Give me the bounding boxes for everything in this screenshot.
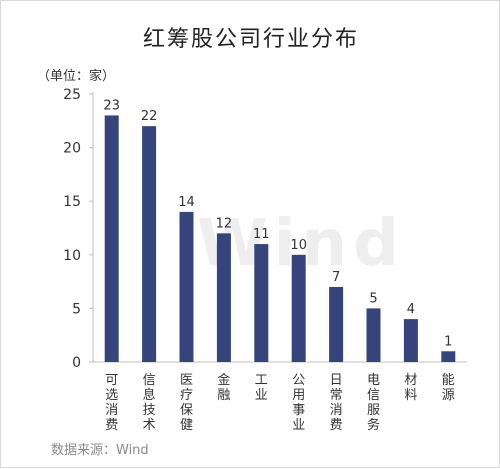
y-tick-label: 20 — [63, 141, 81, 157]
bar-value-label: 1 — [444, 334, 452, 349]
category-label: 医疗保健 — [180, 373, 193, 433]
bar-value-label: 5 — [369, 291, 377, 306]
y-tick-label: 25 — [63, 87, 81, 103]
bar-value-label: 12 — [216, 216, 233, 231]
category-label: 公用事业 — [292, 373, 305, 433]
bar — [216, 233, 231, 362]
source-note: 数据来源：Wind — [51, 443, 149, 458]
bar-value-label: 4 — [407, 302, 415, 317]
unit-label: （单位：家） — [37, 69, 116, 84]
y-tick-label: 10 — [63, 248, 81, 264]
category-label: 能源 — [442, 373, 455, 403]
bar — [329, 286, 344, 362]
category-label: 可选消费 — [105, 373, 118, 433]
bar — [366, 308, 381, 362]
category-label: 日常消费 — [330, 373, 343, 433]
category-label: 工业 — [255, 373, 268, 403]
category-label: 金融 — [217, 372, 230, 403]
bar-value-label: 22 — [141, 109, 158, 124]
bar — [179, 211, 194, 362]
bar-value-label: 11 — [253, 227, 270, 242]
y-tick-label: 5 — [72, 301, 81, 317]
bar — [142, 126, 157, 362]
bar-value-label: 7 — [332, 270, 340, 285]
bar — [403, 319, 418, 362]
y-tick-label: 0 — [72, 355, 81, 371]
bar — [104, 115, 119, 362]
bar — [254, 244, 269, 362]
y-tick-label: 15 — [63, 194, 81, 210]
category-label: 电信服务 — [367, 373, 380, 433]
bar-value-label: 10 — [290, 238, 307, 253]
bar-value-label: 23 — [103, 98, 120, 113]
bar-value-label: 14 — [178, 195, 195, 210]
category-label: 材料 — [404, 373, 417, 403]
chart-title: 红筹股公司行业分布 — [142, 27, 359, 52]
category-label: 信息技术 — [143, 373, 156, 433]
bar — [291, 254, 306, 362]
bar — [441, 351, 456, 362]
